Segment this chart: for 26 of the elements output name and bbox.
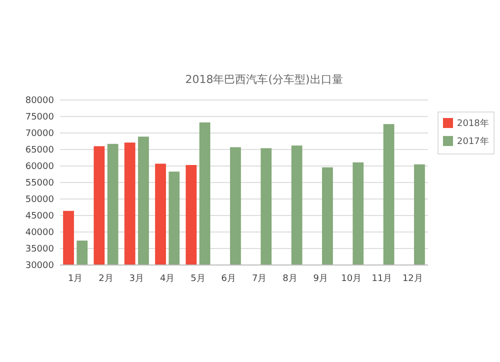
y-tick-label: 70000 <box>25 129 54 140</box>
legend-label: 2017年 <box>457 136 489 148</box>
y-tick-label: 75000 <box>25 112 54 123</box>
x-tick-label: 8月 <box>282 274 298 284</box>
y-tick-label: 50000 <box>25 195 54 206</box>
x-tick-label: 3月 <box>129 274 144 284</box>
y-tick-label: 80000 <box>25 96 54 106</box>
y-tick-label: 60000 <box>25 162 54 172</box>
y-tick-label: 35000 <box>25 244 54 255</box>
y-tick-label: 65000 <box>25 146 54 156</box>
chart-title: 2018年巴西汽车(分车型)出口量 <box>185 73 343 86</box>
x-tick-label: 4月 <box>160 274 175 284</box>
x-tick-label: 11月 <box>372 274 392 284</box>
y-tick-label: 30000 <box>25 261 54 272</box>
x-tick-label: 1月 <box>68 274 83 284</box>
y-tick-label: 45000 <box>25 212 54 222</box>
x-tick-label: 7月 <box>252 274 267 284</box>
x-tick-label: 2月 <box>98 274 114 284</box>
x-tick-label: 10月 <box>341 274 362 284</box>
y-tick-label: 55000 <box>25 178 54 189</box>
legend-label: 2018年 <box>457 118 489 130</box>
y-tick-label: 40000 <box>25 228 54 238</box>
x-tick-label: 6月 <box>221 274 236 284</box>
x-tick-label: 5月 <box>190 274 206 284</box>
x-tick-label: 9月 <box>313 274 328 284</box>
x-tick-label: 12月 <box>402 274 423 284</box>
